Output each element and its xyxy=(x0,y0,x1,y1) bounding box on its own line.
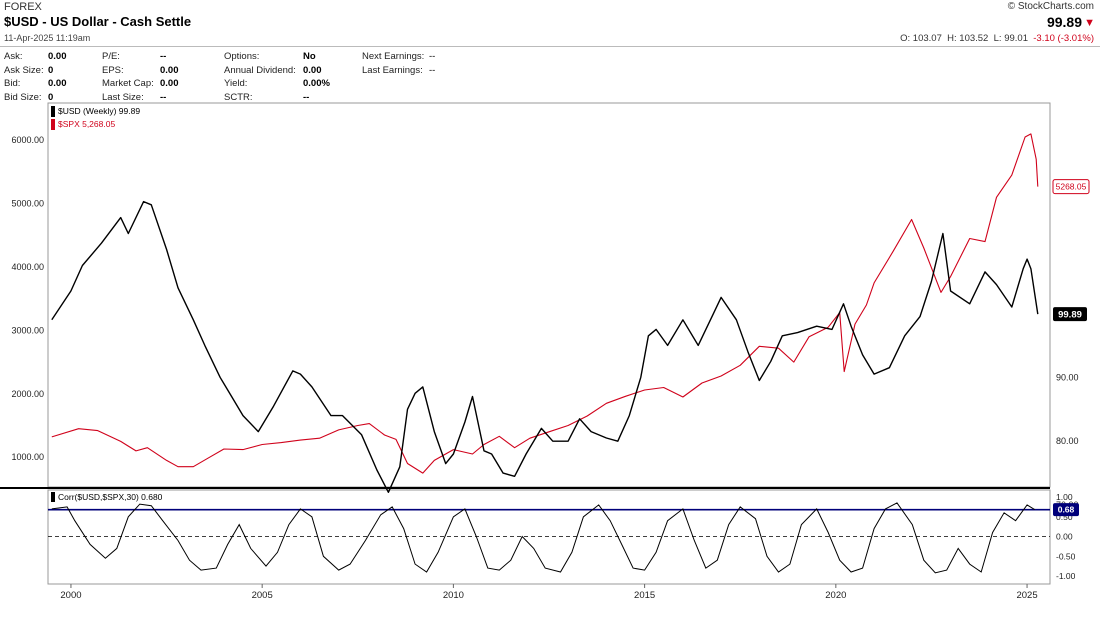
corr-axis-label: 1.00 xyxy=(1056,492,1073,502)
stat-label: Annual Dividend: xyxy=(224,64,296,76)
x-tick-label: 2010 xyxy=(443,590,464,601)
corr-last-value-label: 0.68 xyxy=(1058,505,1075,515)
stat-value: 0 xyxy=(48,64,54,76)
stat-value: 0.00 xyxy=(303,64,322,76)
left-axis-label: 3000.00 xyxy=(11,325,44,335)
spx-last-value-tag xyxy=(1052,179,1090,195)
open-value: 103.07 xyxy=(912,33,942,44)
stat-value: -- xyxy=(160,91,167,103)
right-axis-label: 90.00 xyxy=(1056,372,1079,382)
corr-legend-swatch xyxy=(51,492,55,502)
corr-axis-label: -1.00 xyxy=(1056,571,1076,581)
stat-label: Ask Size: xyxy=(4,64,44,76)
stat-label: Bid Size: xyxy=(4,91,42,103)
stat-label: EPS: xyxy=(102,64,124,76)
left-axis-label: 4000.00 xyxy=(11,262,44,272)
stat-value: 0.00% xyxy=(303,78,330,89)
corr-plot-frame xyxy=(47,489,1051,585)
spx-last-value-label: 5268.05 xyxy=(1056,182,1087,192)
left-axis-label: 2000.00 xyxy=(11,389,44,399)
x-tick-label: 2025 xyxy=(1016,590,1037,601)
spx-series-line xyxy=(51,133,1039,474)
usd-series-line xyxy=(51,200,1039,493)
stats-column-3: Options: No Annual Dividend: 0.00 Yield: 0.… xyxy=(224,50,330,104)
stat-value: 0 xyxy=(48,91,54,103)
market-label: FOREX xyxy=(4,1,42,13)
legend-label: $USD (Weekly) 99.89 xyxy=(58,106,140,116)
stat-label: Last Earnings: xyxy=(362,64,423,76)
left-axis-label: 1000.00 xyxy=(11,452,44,462)
high-value: 103.52 xyxy=(959,33,989,44)
stat-label: Last Size: xyxy=(102,91,144,103)
x-tick-label: 2000 xyxy=(60,590,81,601)
stat-label: Options: xyxy=(224,51,260,62)
timestamp: 11-Apr-2025 11:19am xyxy=(4,33,91,43)
low-value: 99.01 xyxy=(1004,33,1028,44)
last-price: 99.89 xyxy=(1046,14,1082,30)
x-tick-label: 2005 xyxy=(252,590,273,601)
stat-label: Ask: xyxy=(4,51,23,62)
stat-label: Market Cap: xyxy=(102,78,154,89)
left-axis-label: 5000.00 xyxy=(11,199,44,209)
main-plot-frame xyxy=(47,102,1051,488)
stat-label: Bid: xyxy=(4,78,21,89)
stat-label: P/E: xyxy=(102,51,120,62)
right-axis-label: 80.00 xyxy=(1056,436,1079,446)
stats-column-2: P/E: -- EPS: 0.00 Market Cap: 0.00 Last Siz… xyxy=(102,50,179,104)
stockcharts-logo[interactable]: © StockCharts.com xyxy=(1007,1,1094,12)
change-value: -3.10 (-3.01%) xyxy=(1033,33,1094,44)
x-tick-label: 2020 xyxy=(825,590,846,601)
stat-value: 0.00 xyxy=(48,78,67,89)
symbol-title: $USD - US Dollar - Cash Settle xyxy=(4,14,192,29)
usd-last-value-label: 99.89 xyxy=(1058,310,1082,321)
stat-label: Next Earnings: xyxy=(362,51,425,62)
down-arrow-icon: ▼ xyxy=(1084,17,1095,29)
ohlc-readout: O: 103.07 H: 103.52 L: 99.01 -3.10 (-3.0… xyxy=(900,33,1094,44)
header-divider xyxy=(0,46,1100,47)
legend-swatch xyxy=(51,119,55,130)
stats-column-1: Ask: 0.00 Ask Size: 0 Bid: 0.00 Bid Size: 0 xyxy=(4,50,67,104)
corr-title: Corr($USD,$SPX,30) 0.680 xyxy=(58,492,163,502)
usd-last-value-tag xyxy=(1053,307,1087,322)
corr-axis-label: -0.50 xyxy=(1056,551,1076,561)
stat-label: SCTR: xyxy=(224,91,253,103)
corr-series-line xyxy=(51,502,1035,574)
legend-label: $SPX 5,268.05 xyxy=(58,119,115,129)
stat-value: -- xyxy=(160,51,167,62)
stats-column-4: Next Earnings: -- Last Earnings: -- xyxy=(362,50,435,77)
stat-value: -- xyxy=(429,64,436,76)
high-label: H: xyxy=(947,33,957,44)
stat-value: -- xyxy=(303,91,310,103)
stat-value: 0.00 xyxy=(160,78,179,89)
open-label: O: xyxy=(900,33,911,44)
corr-axis-label: 0.50 xyxy=(1056,512,1073,522)
x-tick-label: 2015 xyxy=(634,590,655,601)
stat-value: No xyxy=(303,51,316,62)
low-label: L: xyxy=(993,33,1002,44)
stat-value: 0.00 xyxy=(160,64,179,76)
stat-value: 0.00 xyxy=(48,51,67,62)
stat-label: Yield: xyxy=(224,78,248,89)
legend-swatch xyxy=(51,106,55,117)
corr-last-value-tag xyxy=(1053,503,1079,517)
left-axis-label: 6000.00 xyxy=(11,135,44,145)
corr-axis-label: 0.00 xyxy=(1056,532,1073,542)
stat-value: -- xyxy=(429,51,436,62)
